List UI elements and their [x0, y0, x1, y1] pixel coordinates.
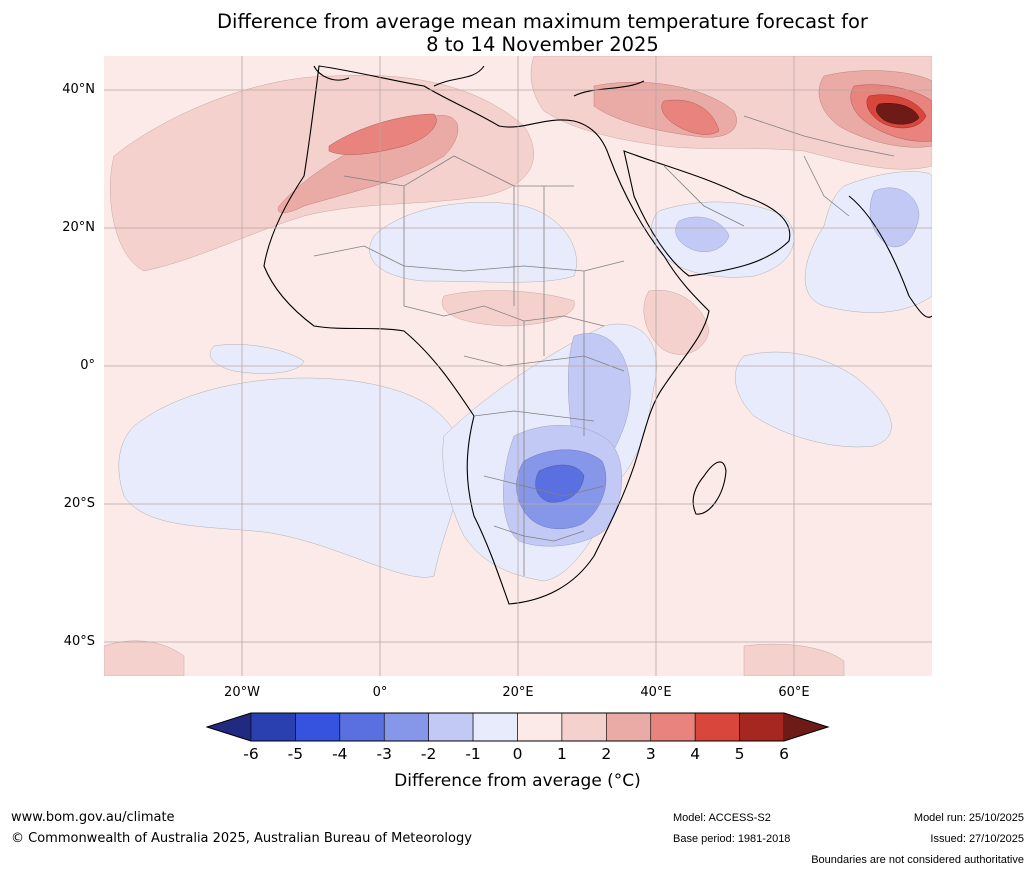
colorbar-outline	[206, 712, 830, 742]
anomaly-region-arabia-cool	[675, 216, 730, 252]
anomaly-region-indian-ocean	[735, 351, 892, 448]
anomaly-region-south-atlantic	[118, 377, 465, 578]
colorbar-tick-label: -3	[376, 745, 392, 763]
colorbar-bin	[428, 712, 474, 742]
forecast-map	[104, 56, 932, 676]
colorbar-bin	[295, 712, 341, 742]
colorbar-tick-label: -4	[332, 745, 348, 763]
colorbar-bin	[739, 712, 785, 742]
colorbar-bin	[472, 712, 518, 742]
anomaly-region-algeria-hot	[328, 113, 437, 155]
colorbar-bin	[650, 712, 696, 742]
colorbar-tick-label: -1	[465, 745, 481, 763]
lon-label-40e: 40°E	[640, 685, 672, 700]
colorbar-bin	[383, 712, 429, 742]
anomaly-region-afghanistan-extreme	[876, 103, 920, 125]
footer-model: Model: ACCESS-S2	[673, 812, 771, 824]
colorbar-bin	[517, 712, 563, 742]
colorbar-tick-label: 0	[512, 745, 523, 763]
anomaly-region-zambia-coolest	[535, 464, 585, 503]
colorbar-tick-label: 3	[645, 745, 656, 763]
map-title: Difference from average mean maximum tem…	[0, 10, 1035, 56]
lon-label-20e: 20°E	[502, 685, 534, 700]
colorbar-bin-below-min	[207, 713, 251, 741]
country-borders	[313, 115, 895, 576]
footer-copyright: © Commonwealth of Australia 2025, Austra…	[11, 831, 472, 846]
colorbar-tick-label: 4	[690, 745, 701, 763]
colorbar-bin	[339, 712, 385, 742]
map-canvas	[104, 56, 932, 676]
colorbar-bins	[207, 712, 828, 742]
colorbar-bin	[606, 712, 652, 742]
colorbar-bin-above-max	[784, 713, 828, 741]
colorbar-tick-label: 1	[556, 745, 567, 763]
colorbar-tick-label: 6	[779, 745, 789, 763]
anomaly-region-iraq-hot	[661, 99, 720, 135]
colorbar-bin	[561, 712, 607, 742]
lat-label-0: 0°	[80, 358, 95, 373]
lon-label-60e: 60°E	[778, 685, 810, 700]
footer-disclaimer: Boundaries are not considered authoritat…	[811, 854, 1024, 866]
colorbar-tick-label: 5	[734, 745, 745, 763]
india-coastline	[848, 195, 932, 318]
lon-label-20w: 20°W	[224, 685, 260, 700]
footer-model-run: Model run: 25/10/2025	[913, 812, 1024, 824]
anomaly-region-india-cool	[869, 187, 920, 248]
footer-website[interactable]: www.bom.gov.au/climate	[11, 810, 175, 825]
arabia-coastline	[623, 150, 791, 277]
lon-label-0: 0°	[372, 685, 388, 700]
colorbar-bin	[250, 712, 296, 742]
coastline	[263, 65, 710, 605]
europe-coastline	[313, 65, 645, 97]
map-title-line-1: Difference from average mean maximum tem…	[217, 10, 868, 33]
colorbar-tick-label: -2	[420, 745, 437, 763]
lat-label-40s: 40°S	[63, 634, 95, 649]
colorbar-tick-label: -6	[243, 745, 259, 763]
footer-issued: Issued: 27/10/2025	[930, 833, 1024, 845]
footer-base-period: Base period: 1981-2018	[673, 833, 791, 845]
map-title-line-2: 8 to 14 November 2025	[426, 33, 659, 56]
lat-label-20n: 20°N	[62, 220, 95, 235]
colorbar	[206, 712, 830, 742]
anomaly-region-south-atlantic-warm	[104, 640, 185, 676]
colorbar-title: Difference from average (°C)	[394, 771, 641, 791]
graticule	[104, 56, 932, 676]
colorbar-tick-label: -5	[287, 745, 304, 763]
lat-label-40n: 40°N	[62, 82, 95, 97]
lat-label-20s: 20°S	[63, 496, 95, 511]
madagascar-coastline	[692, 461, 727, 515]
colorbar-tick-label: 2	[601, 745, 612, 763]
colorbar-bin	[694, 712, 740, 742]
anomaly-region-horn-warm	[643, 289, 710, 355]
